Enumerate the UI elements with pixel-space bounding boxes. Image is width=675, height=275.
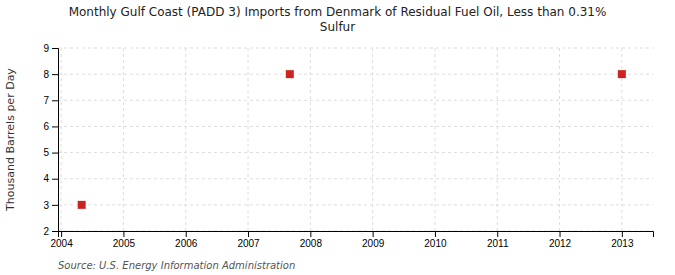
tick-label: 9 — [43, 43, 49, 54]
grid-line-x — [310, 48, 311, 231]
tick-label: 2006 — [175, 238, 198, 249]
tick-mark — [52, 231, 58, 232]
point — [618, 70, 626, 78]
tick-mark — [61, 231, 62, 237]
tick-mark — [52, 205, 58, 206]
tick-mark — [52, 74, 58, 75]
grid-line-y — [58, 126, 653, 127]
tick-mark — [497, 231, 498, 237]
tick-label: 6 — [43, 121, 49, 132]
tick-mark — [52, 126, 58, 127]
tick-mark — [622, 231, 623, 237]
tick: 5 — [43, 147, 58, 158]
grid-line-y — [58, 152, 653, 153]
tick-label: 2005 — [113, 238, 136, 249]
tick: 2 — [43, 226, 58, 237]
tick-label: 4 — [43, 173, 49, 184]
title: Monthly Gulf Coast (PADD 3) Imports from… — [69, 5, 607, 34]
grid-line-x — [123, 48, 124, 231]
tick: 2005 — [113, 231, 136, 249]
y-axis: 2 3 4 5 6 7 8 9 — [43, 43, 58, 237]
axis-line — [59, 232, 654, 238]
tick-label: 2004 — [50, 238, 73, 249]
source: Source: U.S. Energy Information Administ… — [58, 260, 295, 271]
grid-line-y — [58, 48, 653, 49]
tick-label: 2013 — [611, 238, 634, 249]
title-line: Sulfur — [320, 20, 355, 34]
tick-mark — [52, 48, 58, 49]
tick: 9 — [43, 43, 58, 54]
tick: 2011 — [487, 231, 509, 249]
tick-mark — [186, 231, 187, 237]
grid-line-y — [58, 204, 653, 205]
tick-label: 7 — [43, 95, 49, 106]
tick: 2008 — [300, 231, 323, 249]
grid-line-x — [185, 48, 186, 231]
tick: 2007 — [237, 231, 260, 249]
tick-label: 2008 — [300, 238, 323, 249]
tick-label: 5 — [43, 147, 49, 158]
grid-line-x — [372, 48, 373, 231]
tick-mark — [310, 231, 311, 237]
grid-line-x — [434, 48, 435, 231]
tick: 2004 — [50, 231, 73, 249]
y-axis-label: Thousand Barrels per Day — [4, 68, 17, 212]
grid-line-y — [58, 74, 653, 75]
tick: 8 — [43, 69, 58, 80]
axis-line — [52, 49, 59, 232]
tick: 6 — [43, 121, 58, 132]
chart: Monthly Gulf Coast (PADD 3) Imports from… — [0, 0, 675, 275]
tick-mark — [123, 231, 124, 237]
plot: 2004 2005 2006 2007 2008 2009 2010 2011 2012 2013… — [43, 43, 653, 249]
tick-mark — [373, 231, 374, 237]
tick-label: 2011 — [487, 238, 509, 249]
tick: 4 — [43, 173, 58, 184]
tick-label: 2012 — [549, 238, 572, 249]
tick: 2013 — [611, 231, 634, 249]
point — [78, 201, 86, 209]
tick: 2006 — [175, 231, 198, 249]
tick-mark — [52, 179, 58, 180]
tick: 2009 — [362, 231, 385, 249]
tick-mark — [560, 231, 561, 237]
grid-line-x — [559, 48, 560, 231]
tick-label: 3 — [43, 200, 49, 211]
tick: 3 — [43, 200, 58, 211]
tick-label: 8 — [43, 69, 49, 80]
grid-line-y — [58, 178, 653, 179]
grid-line-x — [497, 48, 498, 231]
tick-label: 2 — [43, 226, 49, 237]
tick: 2010 — [424, 231, 447, 249]
tick-mark — [52, 100, 58, 101]
tick-mark — [248, 231, 249, 237]
tick-label: 2007 — [237, 238, 260, 249]
tick: 2012 — [549, 231, 572, 249]
tick: 7 — [43, 95, 58, 106]
title-line: Monthly Gulf Coast (PADD 3) Imports from… — [69, 5, 607, 19]
tick-mark — [435, 231, 436, 237]
grid-line-y — [58, 100, 653, 101]
grid-line-x — [248, 48, 249, 231]
point — [286, 70, 294, 78]
tick-mark — [52, 153, 58, 154]
grid-line-x — [61, 48, 62, 231]
x-axis: 2004 2005 2006 2007 2008 2009 2010 2011 2012 2013 — [50, 231, 653, 249]
points — [78, 70, 626, 209]
tick-label: 2009 — [362, 238, 385, 249]
tick-label: 2010 — [424, 238, 447, 249]
grid — [58, 48, 653, 231]
